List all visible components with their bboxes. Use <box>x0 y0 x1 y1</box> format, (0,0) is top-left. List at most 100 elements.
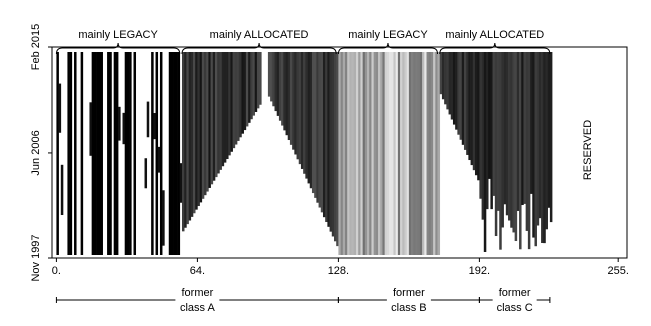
heat-cell <box>146 101 150 138</box>
heat-cell <box>151 52 154 255</box>
heat-cell <box>549 52 553 223</box>
heat-cell <box>375 52 379 255</box>
heat-cell <box>237 52 240 141</box>
heat-cell <box>380 52 383 255</box>
heat-cell <box>60 164 64 216</box>
heat-cell <box>430 52 434 255</box>
heat-cell <box>159 52 163 255</box>
heat-cell <box>239 52 242 138</box>
heat-cell <box>278 52 282 121</box>
heat-cell <box>439 52 443 95</box>
heat-cell <box>364 52 368 255</box>
heat-cell <box>494 52 498 237</box>
heat-cell <box>228 52 231 156</box>
heat-cell <box>289 52 293 145</box>
heat-cell <box>406 52 410 255</box>
heat-cell <box>424 52 427 255</box>
heat-cell <box>89 102 92 156</box>
heat-cell <box>197 52 200 207</box>
heat-cell <box>175 52 178 255</box>
heat-cell <box>446 52 449 110</box>
heat-cell <box>362 52 366 255</box>
class-label: class A <box>180 302 216 314</box>
x-tick-label: 128. <box>328 265 349 277</box>
heat-cell <box>505 52 509 216</box>
heat-cell <box>523 52 526 204</box>
heat-cell <box>532 52 535 238</box>
heat-cell <box>113 52 117 255</box>
heat-cell <box>444 52 447 105</box>
heat-cell <box>170 52 174 255</box>
heat-cell <box>402 52 405 255</box>
heat-cell <box>311 52 315 194</box>
heat-cell <box>58 83 62 133</box>
heat-cell <box>124 52 128 255</box>
heat-cell <box>248 52 251 123</box>
heat-cell <box>314 52 317 198</box>
heat-cell <box>217 52 220 174</box>
heat-cell <box>391 52 394 255</box>
heat-cell <box>536 52 540 226</box>
heat-cell <box>285 52 289 136</box>
heat-cell <box>274 52 278 112</box>
x-tick-label: 64. <box>190 265 205 277</box>
heat-cell <box>109 52 112 255</box>
heat-cell <box>543 52 546 244</box>
heat-cell <box>91 52 95 255</box>
heat-cell <box>479 52 482 199</box>
heat-cell <box>188 52 192 221</box>
heat-cell <box>459 52 463 140</box>
heat-cell <box>208 52 211 188</box>
heat-cell <box>538 52 542 219</box>
heat-cell <box>232 52 236 149</box>
heat-cell <box>303 52 306 174</box>
class-label: class B <box>391 302 426 314</box>
heat-cell <box>389 52 392 255</box>
heat-cell <box>67 52 70 255</box>
heat-cell <box>395 52 399 255</box>
heat-cell <box>541 52 544 244</box>
heat-cell <box>336 52 339 247</box>
heat-cell <box>516 52 520 211</box>
x-tick-label: 192. <box>469 265 490 277</box>
heat-cell <box>296 52 300 160</box>
heat-cell <box>488 52 491 179</box>
heat-cell <box>219 52 222 170</box>
heat-cell <box>349 52 352 255</box>
heat-cell <box>340 52 344 255</box>
heat-cell <box>428 52 432 255</box>
heat-cell <box>98 52 101 255</box>
heat-cell <box>527 52 531 250</box>
heat-cell <box>508 52 511 221</box>
heat-cell <box>181 52 185 232</box>
heat-cell <box>245 52 249 127</box>
heat-cell <box>358 52 361 255</box>
heat-cell <box>126 52 130 255</box>
heat-cell <box>115 52 119 255</box>
heat-cell <box>74 52 77 255</box>
heat-cell <box>256 52 260 109</box>
heat-cell <box>325 52 328 223</box>
heat-cell <box>347 52 350 255</box>
heat-cell <box>437 52 441 255</box>
heat-cell <box>179 163 183 203</box>
heat-cell <box>129 52 132 255</box>
heat-cell <box>243 52 247 131</box>
heat-cell <box>333 52 337 242</box>
heat-cell <box>501 52 504 228</box>
heat-cell <box>338 52 341 255</box>
heat-cell <box>468 52 471 161</box>
heat-cell <box>417 52 421 255</box>
heat-cell <box>382 52 385 255</box>
heat-cell <box>497 52 500 211</box>
heat-cell <box>316 52 319 203</box>
class-label: former <box>182 287 214 299</box>
heat-cell <box>519 52 522 250</box>
heat-cell <box>307 52 311 184</box>
y-tick-label: Nov 1997 <box>30 234 42 281</box>
heat-cell <box>486 52 489 210</box>
heat-cell <box>525 52 529 231</box>
heat-cell <box>422 52 425 255</box>
heat-cell <box>503 52 507 205</box>
heat-cell <box>190 52 194 217</box>
